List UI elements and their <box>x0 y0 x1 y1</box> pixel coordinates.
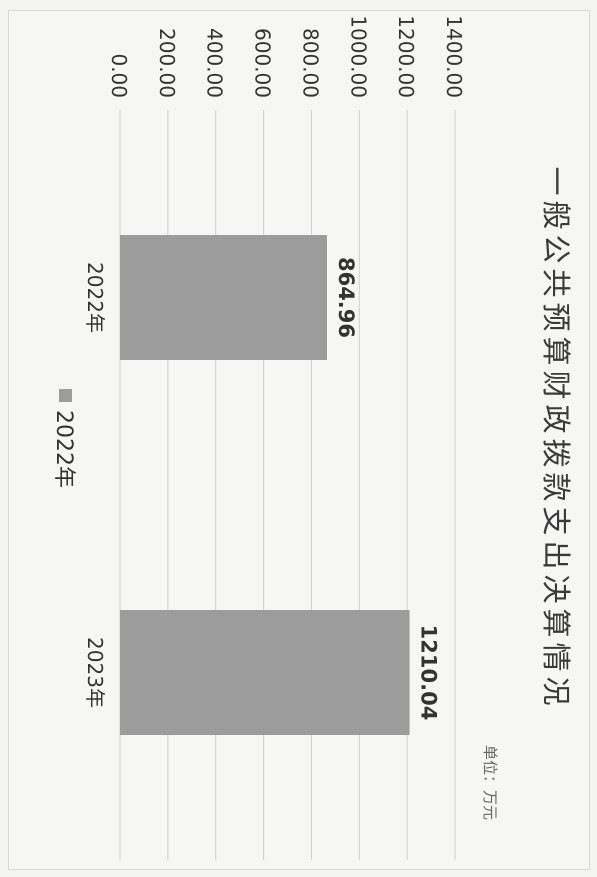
bar <box>120 235 327 360</box>
data-label: 864.96 <box>334 257 358 338</box>
y-tick-label: 200.00 <box>155 28 179 98</box>
y-tick-label: 1200.00 <box>394 15 418 98</box>
y-tick-label: 400.00 <box>203 28 227 98</box>
y-tick-label: 1000.00 <box>346 15 370 98</box>
legend-swatch <box>59 389 73 402</box>
y-tick-label: 0.00 <box>107 53 131 98</box>
bar <box>120 610 410 735</box>
x-tick-label: 2023年 <box>83 637 107 708</box>
y-tick-label: 600.00 <box>251 28 275 98</box>
x-tick-label: 2022年 <box>83 262 107 333</box>
legend: 2022年 <box>50 0 82 877</box>
y-tick-label: 800.00 <box>298 28 322 98</box>
data-label: 1210.04 <box>417 625 441 721</box>
legend-label: 2022年 <box>51 410 76 488</box>
y-tick-label: 1400.00 <box>442 15 466 98</box>
